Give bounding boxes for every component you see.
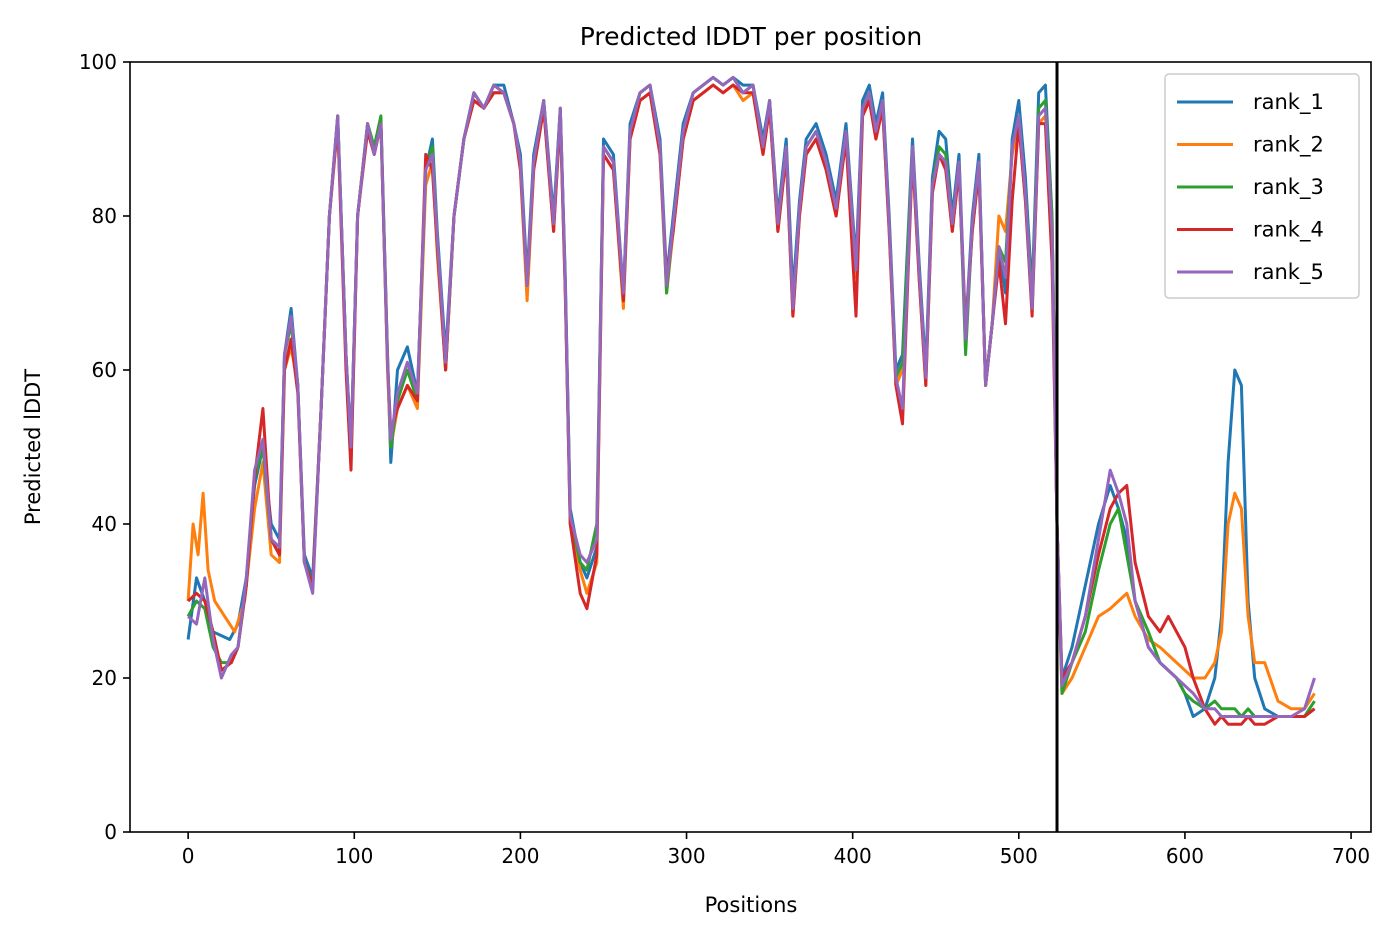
series-line-rank_5 [187,75,1316,718]
chart-title: Predicted lDDT per position [580,22,922,51]
legend-label-rank_4: rank_4 [1253,218,1324,243]
legend-label-rank_1: rank_1 [1253,90,1324,115]
y-axis-title: Predicted lDDT [21,369,45,525]
series-layer [186,75,1316,726]
x-axis-title: Positions [705,893,798,917]
legend-box [1164,73,1360,299]
y-tick-label: 100 [79,50,117,74]
x-tick-label: 600 [1166,844,1204,868]
legend-label-rank_2: rank_2 [1253,133,1324,158]
x-tick-label: 400 [834,844,872,868]
x-tick-label: 200 [501,844,539,868]
y-tick-label: 0 [104,820,117,844]
y-tick-label: 40 [92,512,117,536]
axes-layer: 0 100 200 300 400 500 600 700 0 20 40 60 80 100 [79,50,1372,868]
legend-label-rank_3: rank_3 [1253,175,1324,200]
y-tick-label: 60 [92,358,117,382]
y-tick-label: 20 [92,666,117,690]
plot-frame [129,61,1372,833]
x-tick-label: 500 [1000,844,1038,868]
legend: rank_1 rank_2 rank_3 rank_4 rank_5 [1164,73,1360,299]
legend-label-rank_5: rank_5 [1253,260,1324,285]
x-tick-label: 300 [667,844,705,868]
y-tick-label: 80 [92,204,117,228]
x-tick-label: 100 [335,844,373,868]
x-tick-label: 700 [1332,844,1370,868]
x-tick-label: 0 [182,844,195,868]
